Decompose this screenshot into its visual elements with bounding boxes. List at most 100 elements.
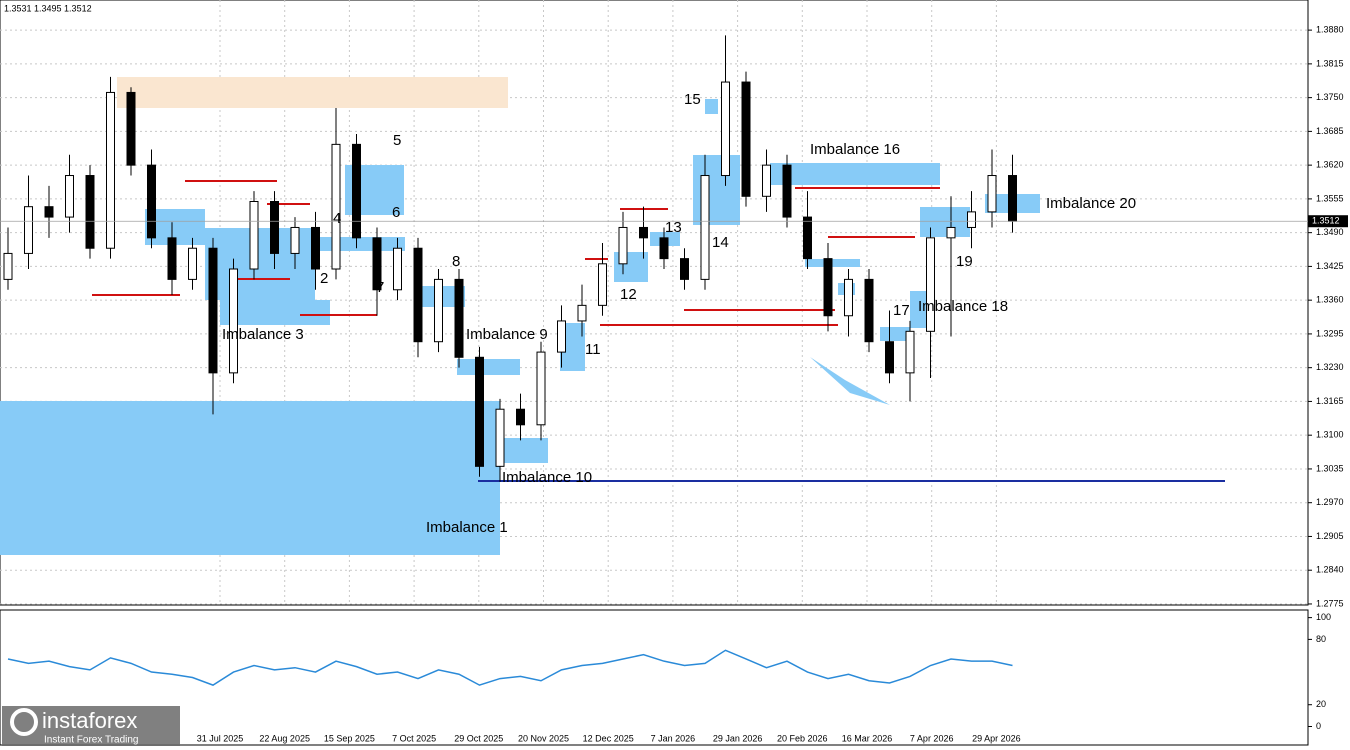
zone [477,463,500,481]
x-tick-label: 7 Oct 2025 [392,733,436,743]
y-tick-label: 1.3035 [1316,463,1344,473]
x-tick-label: 29 Oct 2025 [454,733,503,743]
zone [0,401,500,555]
y-tick-label: 1.3555 [1316,193,1344,203]
zone [457,359,520,375]
candle-body [516,408,525,426]
candle-body [3,252,13,280]
candle-body [700,175,710,280]
candle-body [557,320,566,353]
annotation: 12 [620,286,637,303]
candle-body [659,237,669,260]
y-tick-label: 1.3490 [1316,227,1344,237]
levels [92,180,1225,482]
annotation: Imbalance 9 [466,326,548,343]
zone [693,155,740,225]
zone [316,237,405,251]
annotation: 14 [712,234,729,251]
candle-body [1008,175,1017,222]
y-tick-label: 1.2970 [1316,497,1344,507]
candle-body [65,175,74,218]
candle-body [741,81,751,197]
y-tick-label: 1.3165 [1316,396,1344,406]
candle-body [413,247,423,343]
x-tick-label: 29 Jan 2026 [713,733,763,743]
candle-body [126,91,136,166]
annotation: 15 [684,91,701,108]
candle-body [823,258,833,317]
y-tick-label: 1.3685 [1316,126,1344,136]
y-tick-label: 1.3360 [1316,295,1344,305]
candle-body [782,164,792,218]
candle-body [331,143,341,270]
y-tick-label: 1.3620 [1316,160,1344,170]
candle-body [311,226,320,270]
x-tick-label: 7 Jan 2026 [651,733,696,743]
y-tick-label: 1.2840 [1316,565,1344,575]
candle-body [270,200,279,254]
candle-body [44,206,54,218]
watermark-brand: instaforex [42,708,137,733]
candle-body [967,211,976,228]
y-tick-label: 1.2905 [1316,531,1344,541]
annotation: 7 [376,279,384,296]
candle-body [762,164,771,197]
candle-body [147,164,156,239]
x-tick-label: 31 Jul 2025 [197,733,244,743]
header-quote: 1.3531 1.3495 1.3512 [4,3,92,13]
candle-body [680,258,689,280]
candle-body [106,91,115,249]
x-tick-label: 7 Apr 2026 [910,733,954,743]
candle-body [598,263,607,306]
candle-body [618,226,628,265]
watermark-tagline: Instant Forex Trading [44,735,139,746]
zone [117,77,508,108]
candle-body [454,278,464,358]
candle-body [639,226,648,239]
zone [705,99,718,114]
annotation: Imbalance 3 [222,326,304,343]
y-tick-label: 80 [1316,634,1326,644]
x-tick-label: 22 Aug 2025 [259,733,310,743]
x-tick-label: 12 Dec 2025 [583,733,634,743]
x-tick-label: 20 Nov 2025 [518,733,569,743]
annotation: Imbalance 1 [426,519,508,536]
annotation: 2 [320,270,328,287]
candle-body [352,143,361,239]
price-tag [1308,215,1348,228]
candle-body [926,237,935,332]
candle-body [885,341,894,374]
y-tick-label: 1.3880 [1316,24,1344,34]
candle-body [24,206,33,254]
candle-body [905,330,915,374]
annotation: 11 [585,341,601,358]
candle-body [229,268,238,374]
y-tick-label: 0 [1316,721,1321,731]
candle-body [721,81,730,177]
candle-body [844,278,853,317]
annotation: 6 [392,204,400,221]
candle-body [208,247,218,374]
y-tick-label: 100 [1316,612,1331,622]
indicator-line [7,649,1013,686]
candle-body [372,237,382,291]
annotation: 4 [333,210,341,227]
watermark-logo [10,708,38,736]
zone [920,207,970,237]
price-tag-label: 1.3512 [1312,216,1340,226]
indicator-panel [0,609,1309,746]
annotation: 5 [393,132,401,149]
y-tick-label: 1.2775 [1316,598,1344,608]
annotation: 17 [893,302,910,319]
candle-body [167,237,177,280]
y-tick-label: 20 [1316,699,1326,709]
candle-body [393,247,402,291]
y-tick-label: 1.3750 [1316,92,1344,102]
x-tick-label: 15 Sep 2025 [324,733,375,743]
annotation: Imbalance 10 [502,469,592,486]
x-tick-label: 29 Apr 2026 [972,733,1021,743]
zone [220,300,330,325]
annotation: 19 [956,253,973,270]
candle-body [577,304,587,322]
